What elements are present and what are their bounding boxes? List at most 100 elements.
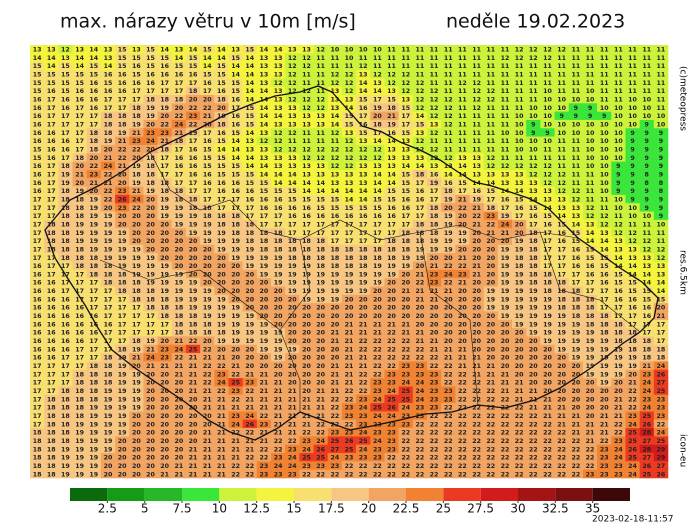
grid-cell bbox=[526, 219, 541, 229]
grid-cell bbox=[582, 45, 598, 54]
cell-value: 23 bbox=[345, 430, 354, 437]
grid-cell bbox=[625, 78, 640, 87]
grid-cell bbox=[341, 211, 357, 221]
grid-cell bbox=[299, 136, 314, 146]
cell-value: 22 bbox=[430, 446, 439, 453]
grid-cell bbox=[157, 144, 173, 154]
cell-value: 12 bbox=[444, 113, 453, 120]
cell-value: 17 bbox=[260, 221, 269, 228]
cell-value: 17 bbox=[600, 296, 609, 303]
cell-value: 11 bbox=[657, 55, 666, 62]
grid-cell bbox=[568, 228, 584, 237]
cell-value: 11 bbox=[316, 72, 325, 79]
cell-value: 12 bbox=[288, 147, 297, 154]
grid-cell bbox=[299, 61, 314, 71]
grid-cell bbox=[327, 178, 343, 187]
grid-cell bbox=[441, 86, 456, 96]
cell-value: 22 bbox=[501, 455, 510, 462]
cell-value: 20 bbox=[89, 155, 98, 162]
cell-value: 15 bbox=[345, 122, 354, 129]
cell-value: 21 bbox=[75, 171, 84, 178]
cell-value: 21 bbox=[302, 421, 311, 428]
grid-cell bbox=[412, 244, 428, 254]
cell-value: 18 bbox=[146, 155, 155, 162]
grid-cell bbox=[625, 203, 640, 212]
grid-cell bbox=[497, 236, 513, 246]
grid-cell bbox=[441, 78, 456, 87]
cell-value: 20 bbox=[118, 180, 127, 187]
cell-value: 18 bbox=[33, 471, 42, 478]
cell-value: 14 bbox=[359, 188, 368, 195]
grid-cell bbox=[228, 119, 243, 129]
grid-cell bbox=[582, 244, 598, 254]
cell-value: 18 bbox=[61, 255, 70, 262]
legend-swatch bbox=[256, 488, 294, 501]
cell-value: 22 bbox=[458, 388, 467, 395]
grid-cell bbox=[129, 219, 144, 229]
cell-value: 10 bbox=[586, 122, 595, 129]
cell-value: 20 bbox=[472, 296, 481, 303]
cell-value: 11 bbox=[430, 80, 439, 87]
cell-value: 20 bbox=[104, 471, 113, 478]
grid-cell bbox=[129, 53, 144, 62]
cell-value: 10 bbox=[586, 147, 595, 154]
cell-value: 19 bbox=[260, 330, 269, 337]
grid-cell bbox=[271, 178, 286, 187]
cell-value: 14 bbox=[274, 171, 283, 178]
cell-value: 20 bbox=[444, 330, 453, 337]
grid-cell bbox=[129, 203, 144, 212]
cell-value: 15 bbox=[217, 63, 226, 70]
grid-cell bbox=[597, 169, 612, 179]
cell-value: 20 bbox=[472, 330, 481, 337]
grid-cell bbox=[653, 178, 669, 187]
grid-cell bbox=[455, 194, 470, 204]
grid-cell bbox=[356, 61, 371, 71]
cell-value: 16 bbox=[89, 88, 98, 95]
grid-cell bbox=[384, 186, 399, 196]
cell-value: 21 bbox=[458, 196, 467, 203]
cell-value: 21 bbox=[302, 405, 311, 412]
cell-value: 27 bbox=[657, 380, 666, 387]
cell-value: 16 bbox=[33, 122, 42, 129]
cell-value: 25 bbox=[330, 438, 339, 445]
grid-cell bbox=[313, 161, 329, 171]
cell-value: 21 bbox=[472, 271, 481, 278]
grid-cell bbox=[100, 219, 116, 229]
grid-cell bbox=[143, 128, 158, 137]
cell-value: 11 bbox=[458, 47, 467, 54]
grid-cell bbox=[568, 61, 584, 71]
cell-value: 22 bbox=[359, 338, 368, 345]
grid-cell bbox=[469, 128, 484, 137]
grid-cell bbox=[313, 119, 329, 129]
cell-value: 18 bbox=[387, 246, 396, 253]
cell-value: 22 bbox=[543, 455, 552, 462]
grid-cell bbox=[540, 86, 555, 96]
cell-value: 15 bbox=[33, 72, 42, 79]
grid-cell bbox=[540, 228, 555, 237]
grid-cell bbox=[441, 136, 456, 146]
cell-value: 17 bbox=[33, 221, 42, 228]
grid-cell bbox=[30, 194, 45, 204]
cell-value: 22 bbox=[373, 471, 382, 478]
cell-value: 19 bbox=[288, 280, 297, 287]
cell-value: 21 bbox=[330, 371, 339, 378]
cell-value: 20 bbox=[515, 221, 524, 228]
grid-cell bbox=[512, 169, 527, 179]
cell-value: 9 bbox=[588, 105, 592, 112]
cell-value: 17 bbox=[75, 355, 84, 362]
cell-value: 26 bbox=[345, 438, 354, 445]
grid-cell bbox=[200, 69, 215, 79]
cell-value: 10 bbox=[614, 196, 623, 203]
cell-value: 19 bbox=[515, 305, 524, 312]
cell-value: 20 bbox=[203, 122, 212, 129]
cell-value: 22 bbox=[387, 338, 396, 345]
cell-value: 15 bbox=[203, 147, 212, 154]
cell-value: 23 bbox=[118, 205, 127, 212]
cell-value: 22 bbox=[302, 430, 311, 437]
grid-cell bbox=[327, 111, 343, 121]
cell-value: 17 bbox=[557, 271, 566, 278]
grid-cell bbox=[625, 169, 640, 179]
cell-value: 21 bbox=[288, 405, 297, 412]
cell-value: 21 bbox=[586, 438, 595, 445]
cell-value: 21 bbox=[245, 405, 254, 412]
